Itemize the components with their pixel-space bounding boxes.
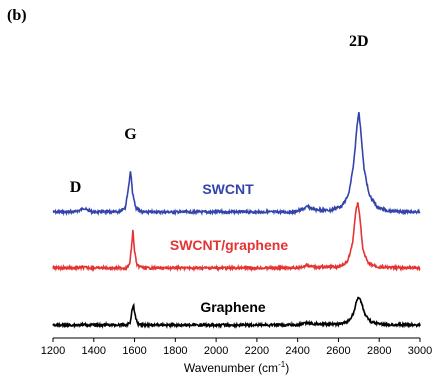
series-label-swcnt: SWCNT: [202, 181, 254, 197]
plot-area: [52, 112, 421, 330]
x-tick-label: 2000: [204, 345, 228, 357]
series-labels: SWCNT SWCNT/graphene Graphene: [170, 181, 288, 315]
peak-label-d: D: [70, 179, 82, 196]
series-line-swcnt-graphene: [52, 202, 421, 273]
series-line-graphene: [52, 296, 421, 330]
peak-labels: D G 2D: [70, 33, 369, 196]
x-tick-label: 1200: [41, 345, 65, 357]
series-label-swcnt-graphene: SWCNT/graphene: [170, 237, 288, 253]
x-tick-label: 2800: [367, 345, 391, 357]
x-tick-label: 2200: [245, 345, 269, 357]
x-tick-label: 1400: [82, 345, 106, 357]
series-label-graphene: Graphene: [200, 299, 266, 315]
x-tick-label: 1800: [163, 345, 187, 357]
peak-label-2d: 2D: [349, 33, 369, 50]
series-line-swcnt: [52, 112, 421, 217]
peak-label-g: G: [124, 126, 137, 143]
x-tick-label: 1600: [122, 345, 146, 357]
x-axis-title: Wavenumber (cm-1): [184, 360, 289, 375]
x-ticks: 1200 1400 1600 1800 2000 2200 2400 2600 2800 3000: [41, 338, 432, 357]
x-tick-label: 2600: [326, 345, 350, 357]
x-tick-label: 2400: [285, 345, 309, 357]
x-tick-label: 3000: [408, 345, 432, 357]
panel-label: (b): [7, 7, 27, 24]
